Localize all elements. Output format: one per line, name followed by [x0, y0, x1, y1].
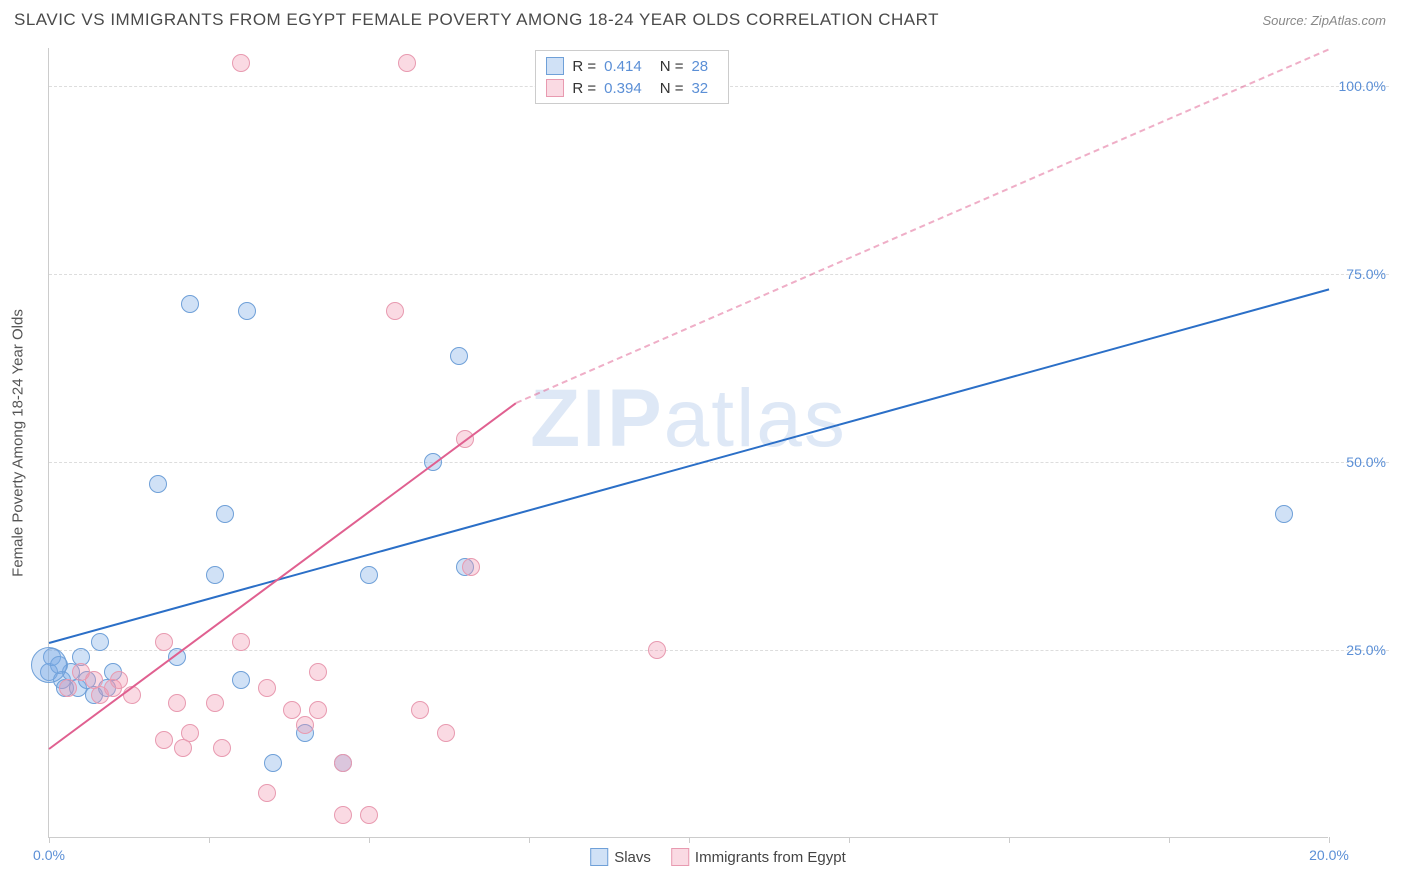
data-point	[232, 671, 250, 689]
data-point	[168, 694, 186, 712]
data-point	[309, 701, 327, 719]
data-point	[360, 566, 378, 584]
data-point	[437, 724, 455, 742]
data-point	[398, 54, 416, 72]
legend-swatch	[590, 848, 608, 866]
data-point	[216, 505, 234, 523]
gridline	[49, 650, 1389, 651]
data-point	[334, 806, 352, 824]
watermark: ZIPatlas	[530, 372, 847, 466]
legend-label: Immigrants from Egypt	[695, 849, 846, 866]
regression-line	[48, 402, 516, 750]
regression-line	[49, 289, 1330, 645]
x-tick	[369, 837, 370, 843]
data-point	[181, 724, 199, 742]
legend-swatch	[546, 79, 564, 97]
data-point	[123, 686, 141, 704]
data-point	[648, 641, 666, 659]
data-point	[213, 739, 231, 757]
x-tick	[529, 837, 530, 843]
data-point	[149, 475, 167, 493]
data-point	[450, 347, 468, 365]
x-tick	[49, 837, 50, 843]
x-tick-label: 20.0%	[1309, 847, 1349, 863]
data-point-large	[31, 647, 67, 683]
data-point	[232, 54, 250, 72]
y-tick-label: 100.0%	[1339, 78, 1386, 94]
data-point	[181, 295, 199, 313]
plot-area: ZIPatlas 25.0%50.0%75.0%100.0%0.0%20.0%R…	[48, 48, 1328, 838]
x-tick	[209, 837, 210, 843]
stats-r-value: 0.414	[604, 58, 642, 75]
data-point	[91, 633, 109, 651]
data-point	[258, 679, 276, 697]
data-point	[232, 633, 250, 651]
x-tick-label: 0.0%	[33, 847, 65, 863]
stats-n-value: 32	[691, 80, 708, 97]
data-point	[206, 566, 224, 584]
stats-r-label: R =	[572, 58, 596, 75]
data-point	[309, 663, 327, 681]
data-point	[411, 701, 429, 719]
data-point	[206, 694, 224, 712]
data-point	[155, 633, 173, 651]
y-tick-label: 50.0%	[1346, 454, 1386, 470]
gridline	[49, 274, 1389, 275]
stats-row: R = 0.394 N = 32	[546, 77, 718, 99]
data-point	[155, 731, 173, 749]
stats-row: R = 0.414 N = 28	[546, 55, 718, 77]
data-point	[462, 558, 480, 576]
y-tick-label: 25.0%	[1346, 642, 1386, 658]
data-point	[238, 302, 256, 320]
data-point	[296, 716, 314, 734]
data-point	[283, 701, 301, 719]
x-tick	[1169, 837, 1170, 843]
data-point	[110, 671, 128, 689]
legend-item: Slavs	[590, 848, 651, 866]
data-point	[386, 302, 404, 320]
data-point	[59, 679, 77, 697]
chart-container: Female Poverty Among 18-24 Year Olds ZIP…	[48, 48, 1388, 838]
data-point	[1275, 505, 1293, 523]
legend-item: Immigrants from Egypt	[671, 848, 846, 866]
data-point	[264, 754, 282, 772]
data-point	[360, 806, 378, 824]
x-tick	[689, 837, 690, 843]
legend-swatch	[546, 57, 564, 75]
gridline	[49, 462, 1389, 463]
x-tick	[849, 837, 850, 843]
data-point	[334, 754, 352, 772]
stats-n-label: N =	[660, 58, 684, 75]
source-label: Source: ZipAtlas.com	[1262, 13, 1386, 28]
stats-n-value: 28	[691, 58, 708, 75]
x-tick	[1329, 837, 1330, 843]
stats-box: R = 0.414 N = 28 R = 0.394 N = 32	[535, 50, 729, 104]
legend-label: Slavs	[614, 849, 651, 866]
chart-title: SLAVIC VS IMMIGRANTS FROM EGYPT FEMALE P…	[14, 10, 939, 30]
x-tick	[1009, 837, 1010, 843]
stats-r-value: 0.394	[604, 80, 642, 97]
y-tick-label: 75.0%	[1346, 266, 1386, 282]
legend-swatch	[671, 848, 689, 866]
stats-r-label: R =	[572, 80, 596, 97]
bottom-legend: Slavs Immigrants from Egypt	[590, 848, 846, 866]
stats-n-label: N =	[660, 80, 684, 97]
data-point	[258, 784, 276, 802]
y-axis-label: Female Poverty Among 18-24 Year Olds	[10, 309, 27, 577]
